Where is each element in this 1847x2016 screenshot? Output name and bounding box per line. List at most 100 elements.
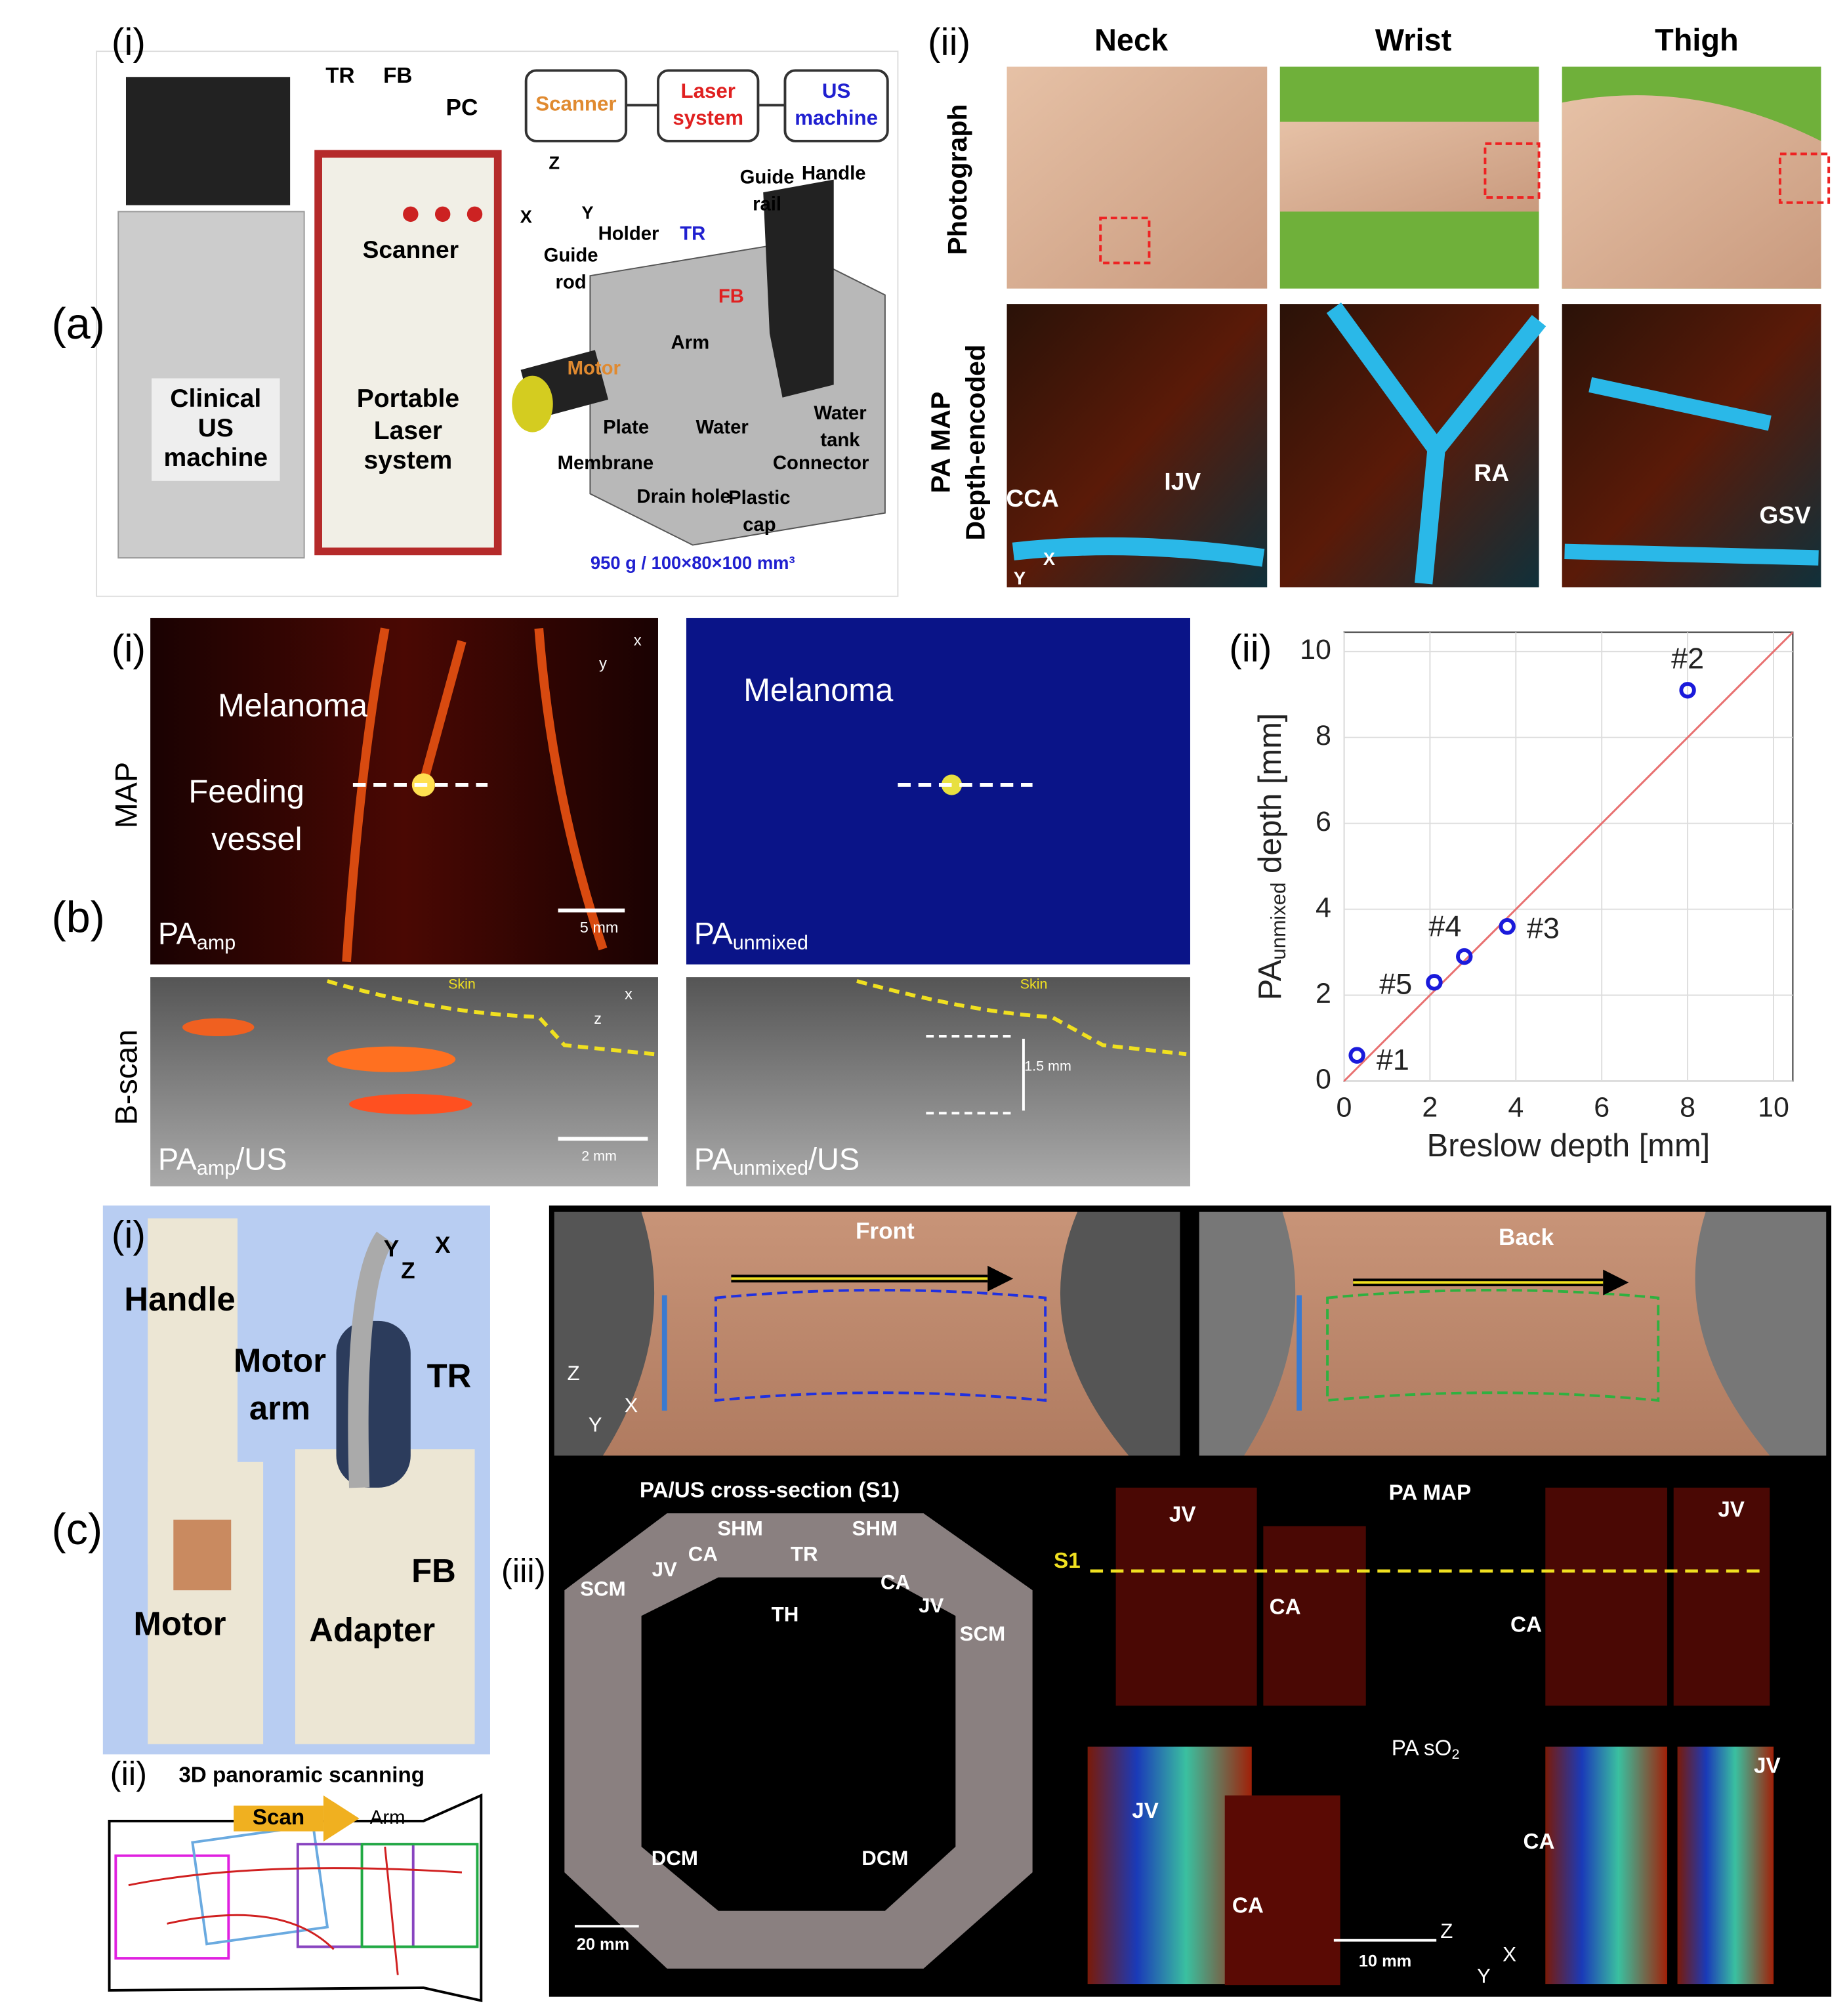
label: 20 mm [577, 1935, 629, 1954]
label: Melanoma [743, 673, 894, 708]
label: CA [1524, 1830, 1555, 1854]
label-tail: /US [808, 1143, 860, 1177]
arrow [987, 1265, 1014, 1292]
x-tick-label: 0 [1337, 1092, 1352, 1124]
label-sub: unmixed [1267, 883, 1290, 960]
scan-arrow [234, 1805, 323, 1832]
scan-box [360, 1843, 479, 1948]
label: Connector [773, 452, 869, 474]
label: (ii) [1229, 627, 1272, 670]
signal [349, 1093, 472, 1115]
label: TH [772, 1603, 799, 1626]
bscan-image [686, 977, 1190, 1186]
photo [1279, 121, 1539, 212]
label: Water [696, 416, 749, 438]
label: vessel [211, 822, 302, 857]
label: Plate [603, 416, 649, 438]
label: system [673, 106, 743, 129]
label: Y [384, 1236, 399, 1262]
label-sub: 2 [1451, 1746, 1459, 1762]
label: 1.5 mm [1024, 1059, 1071, 1074]
label: Plastic [728, 487, 790, 509]
label: PA/US cross-section (S1) [640, 1479, 900, 1503]
label: Thigh [1655, 23, 1739, 57]
label: Scanner [535, 92, 616, 115]
label: TR [791, 1543, 818, 1566]
label: JV [1754, 1754, 1781, 1778]
label: x [634, 631, 642, 648]
so2-image [1545, 1746, 1667, 1984]
pa-row [1007, 302, 1821, 588]
label: 10 mm [1359, 1952, 1411, 1971]
label: CA [881, 1571, 910, 1594]
label: tank [820, 429, 860, 451]
label: Photograph [942, 104, 972, 255]
map-image [686, 618, 1190, 965]
y-tick-label: 2 [1316, 978, 1331, 1009]
label: (a) [52, 300, 105, 348]
label: 5 mm [580, 919, 619, 936]
label: rail [753, 193, 781, 215]
label: Neck [1094, 23, 1169, 57]
point-label: #2 [1671, 642, 1704, 675]
label-main: PA sO [1392, 1736, 1452, 1760]
label: Handle [802, 163, 866, 184]
label: Back [1499, 1225, 1554, 1250]
vessel [342, 627, 608, 963]
label: machine [164, 444, 268, 472]
label: TR [325, 64, 354, 88]
label: X [435, 1232, 451, 1258]
label: Skin [1020, 976, 1048, 992]
label: (b) [52, 894, 105, 942]
label-main: PA [1253, 959, 1288, 1000]
label: CA [1510, 1613, 1542, 1637]
label: (i) [112, 21, 146, 64]
label: Motor [234, 1342, 326, 1379]
label: 2 mm [581, 1148, 617, 1164]
x-tick-label: 10 [1758, 1092, 1789, 1124]
label-main: PA [694, 1143, 734, 1177]
knob [467, 206, 483, 222]
label-sub: unmixed [733, 1157, 808, 1179]
pa-image [1263, 1526, 1366, 1706]
label: cap [743, 514, 776, 536]
skin-line [326, 979, 655, 1057]
x-tick-label: 4 [1508, 1092, 1524, 1124]
label: CCA [1006, 484, 1058, 512]
pa-image [1115, 1487, 1257, 1706]
label: GSV [1760, 501, 1812, 528]
arm-outline [108, 1793, 483, 2002]
adapter [295, 1449, 475, 1744]
label: Z [567, 1362, 579, 1385]
point [1426, 974, 1443, 991]
cross-section-lumen [641, 1577, 956, 1911]
label: Guide [740, 166, 795, 188]
y-tick-label: 6 [1316, 806, 1331, 837]
us-label-plate [152, 378, 280, 481]
label: PA MAP [1389, 1480, 1472, 1505]
label: Guide [544, 245, 598, 266]
knob [434, 206, 451, 222]
label: IJV [1164, 468, 1201, 495]
so2-image [1087, 1746, 1252, 1984]
monitor [125, 77, 291, 205]
label: SCM [960, 1622, 1005, 1645]
y-tick-label: 10 [1300, 634, 1331, 665]
scatter-chart: 0 2 4 6 8 10 0 2 4 6 8 10 #1 #2 #3 #4 #5 Breslow depth [m… [1253, 631, 1794, 1164]
label: Arm [671, 331, 710, 353]
label: PAunmixed/US [694, 1143, 860, 1179]
label: Z [1440, 1920, 1453, 1942]
label-tail: depth [mm] [1253, 713, 1288, 883]
label: Laser [374, 417, 442, 445]
label: Water [814, 402, 866, 424]
label: Scanner [363, 236, 459, 263]
label: z [594, 1010, 602, 1027]
melanoma-spot [941, 774, 963, 795]
pa-image [1545, 1487, 1667, 1706]
y-tick-label: 4 [1316, 892, 1331, 923]
label-main: PA [158, 917, 197, 951]
label: PC [446, 94, 478, 120]
y-tick-label: 8 [1316, 720, 1331, 751]
label: 950 g / 100×80×100 mm³ [591, 553, 795, 573]
